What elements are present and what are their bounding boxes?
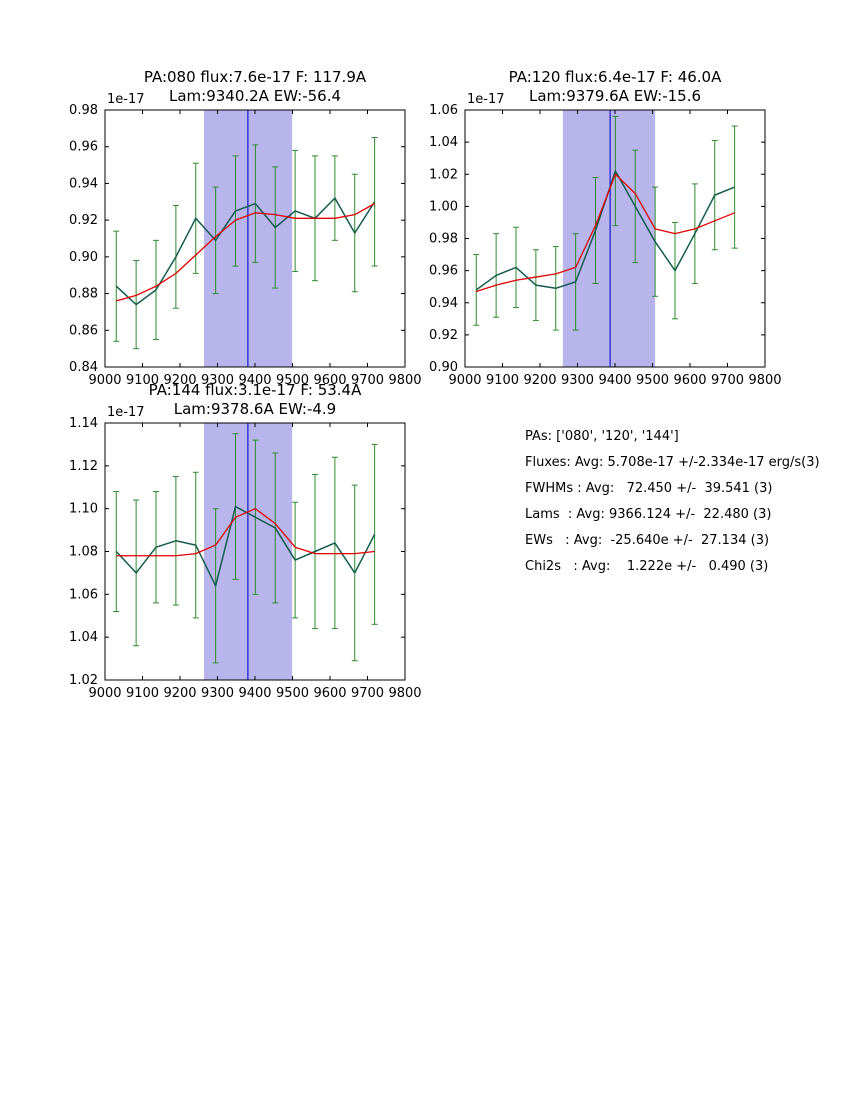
svg-text:9300: 9300 — [201, 373, 234, 388]
svg-text:9200: 9200 — [163, 373, 196, 388]
svg-text:0.92: 0.92 — [69, 213, 98, 228]
svg-text:1.02: 1.02 — [429, 167, 458, 182]
svg-text:9700: 9700 — [711, 373, 744, 388]
svg-text:PA:144 flux:3.1e-17 F: 53.4A: PA:144 flux:3.1e-17 F: 53.4A — [149, 381, 362, 399]
svg-text:1.08: 1.08 — [69, 545, 98, 560]
svg-text:1e-17: 1e-17 — [467, 92, 505, 107]
svg-text:0.90: 0.90 — [429, 360, 458, 375]
svg-text:9100: 9100 — [126, 686, 159, 701]
svg-text:9300: 9300 — [561, 373, 594, 388]
svg-text:1.14: 1.14 — [69, 416, 98, 431]
x-axis-ticks — [464, 110, 766, 367]
svg-text:9800: 9800 — [388, 373, 421, 388]
svg-text:9100: 9100 — [126, 373, 159, 388]
fit-line — [476, 173, 735, 293]
fit-line — [116, 203, 375, 302]
svg-text:0.98: 0.98 — [69, 103, 98, 118]
stats-line-ews: EWs : Avg: -25.640e +/- 27.134 (3) — [525, 533, 770, 548]
fit-line — [116, 508, 375, 557]
svg-text:9400: 9400 — [238, 686, 271, 701]
svg-text:1.12: 1.12 — [69, 459, 98, 474]
highlight-band — [562, 110, 656, 367]
svg-text:9400: 9400 — [238, 373, 271, 388]
svg-text:9200: 9200 — [163, 686, 196, 701]
svg-text:Lam:9379.6A EW:-15.6: Lam:9379.6A EW:-15.6 — [529, 87, 701, 105]
svg-text:9400: 9400 — [598, 373, 631, 388]
svg-text:1.06: 1.06 — [429, 103, 458, 118]
svg-text:0.90: 0.90 — [69, 250, 98, 265]
svg-text:1.00: 1.00 — [429, 199, 458, 214]
svg-text:9500: 9500 — [276, 686, 309, 701]
svg-text:9700: 9700 — [351, 686, 384, 701]
stats-line-lams: Lams : Avg: 9366.124 +/- 22.480 (3) — [525, 507, 772, 522]
svg-text:PA:080 flux:7.6e-17 F: 117.9A: PA:080 flux:7.6e-17 F: 117.9A — [144, 68, 367, 86]
svg-text:1.04: 1.04 — [69, 630, 98, 645]
svg-text:0.92: 0.92 — [429, 328, 458, 343]
svg-text:0.98: 0.98 — [429, 232, 458, 247]
svg-text:1.02: 1.02 — [69, 673, 98, 688]
svg-text:0.88: 0.88 — [69, 287, 98, 302]
svg-text:9800: 9800 — [388, 686, 421, 701]
svg-text:1.10: 1.10 — [69, 502, 98, 517]
y-axis-ticks — [105, 422, 405, 681]
svg-text:1e-17: 1e-17 — [107, 92, 145, 107]
svg-text:9000: 9000 — [88, 373, 121, 388]
chart-pa120: 9000 9100 9200 9300 9400 9500 9600 9700 9800 0.90… — [429, 68, 782, 388]
svg-text:1e-17: 1e-17 — [107, 405, 145, 420]
svg-text:9600: 9600 — [313, 373, 346, 388]
svg-text:Lam:9378.6A EW:-4.9: Lam:9378.6A EW:-4.9 — [174, 400, 336, 418]
svg-text:9500: 9500 — [276, 373, 309, 388]
svg-text:1.06: 1.06 — [69, 587, 98, 602]
svg-text:9200: 9200 — [523, 373, 556, 388]
y-axis-ticks — [105, 109, 405, 368]
svg-text:9500: 9500 — [636, 373, 669, 388]
svg-text:9800: 9800 — [748, 373, 781, 388]
svg-text:0.94: 0.94 — [69, 176, 98, 191]
svg-text:9700: 9700 — [351, 373, 384, 388]
svg-text:9300: 9300 — [201, 686, 234, 701]
chart-pa144: 9000 9100 9200 9300 9400 9500 9600 9700 9800 1.02… — [69, 381, 422, 701]
svg-text:0.96: 0.96 — [429, 264, 458, 279]
svg-text:1.04: 1.04 — [429, 135, 458, 150]
y-axis-ticks — [465, 109, 765, 368]
svg-text:0.96: 0.96 — [69, 140, 98, 155]
spectrum-line — [115, 505, 376, 587]
stats-line-fwhms: FWHMs : Avg: 72.450 +/- 39.541 (3) — [525, 481, 773, 496]
stats-panel: PAs: ['080', '120', '144'] Fluxes: Avg: … — [525, 424, 820, 580]
svg-text:Lam:9340.2A EW:-56.4: Lam:9340.2A EW:-56.4 — [169, 87, 341, 105]
stats-line-fluxes: Fluxes: Avg: 5.708e-17 +/-2.334e-17 erg/… — [525, 455, 820, 470]
x-axis-ticks — [104, 423, 406, 680]
svg-text:PA:120 flux:6.4e-17 F: 46.0A: PA:120 flux:6.4e-17 F: 46.0A — [509, 68, 722, 86]
svg-text:9100: 9100 — [486, 373, 519, 388]
chart-pa080: 9000 9100 9200 9300 9400 9500 9600 9700 9800 0.84… — [69, 68, 422, 388]
stats-line-chi2s: Chi2s : Avg: 1.222e +/- 0.490 (3) — [525, 559, 769, 574]
svg-text:9000: 9000 — [88, 686, 121, 701]
svg-text:0.86: 0.86 — [69, 323, 98, 338]
x-axis-ticks — [104, 110, 406, 367]
stats-line-pas: PAs: ['080', '120', '144'] — [525, 429, 679, 444]
svg-text:9600: 9600 — [313, 686, 346, 701]
svg-text:9600: 9600 — [673, 373, 706, 388]
svg-text:0.94: 0.94 — [429, 296, 458, 311]
svg-text:9000: 9000 — [448, 373, 481, 388]
svg-text:0.84: 0.84 — [69, 360, 98, 375]
